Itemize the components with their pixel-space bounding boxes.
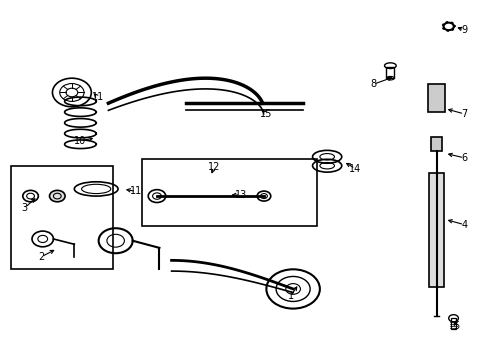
Bar <box>11 166 113 269</box>
Text: 10: 10 <box>74 136 86 146</box>
Bar <box>386 67 393 78</box>
Bar <box>142 158 317 226</box>
Bar <box>430 137 442 152</box>
Bar <box>427 84 445 112</box>
Bar <box>428 173 443 287</box>
Text: 3: 3 <box>21 203 28 213</box>
Text: 1: 1 <box>287 291 293 301</box>
Text: 14: 14 <box>348 163 361 174</box>
Text: 4: 4 <box>460 220 467 230</box>
Text: 8: 8 <box>369 79 376 89</box>
Text: 13: 13 <box>234 190 246 200</box>
Text: 15: 15 <box>260 109 272 119</box>
Text: 11: 11 <box>130 186 142 197</box>
Text: 9: 9 <box>460 25 467 35</box>
Text: 6: 6 <box>460 153 467 163</box>
Text: 7: 7 <box>460 109 467 119</box>
Text: 5: 5 <box>452 321 458 331</box>
Circle shape <box>49 190 65 202</box>
Text: 12: 12 <box>207 162 220 172</box>
Text: 11: 11 <box>91 92 103 102</box>
Text: 2: 2 <box>38 252 44 262</box>
Bar <box>450 318 455 329</box>
